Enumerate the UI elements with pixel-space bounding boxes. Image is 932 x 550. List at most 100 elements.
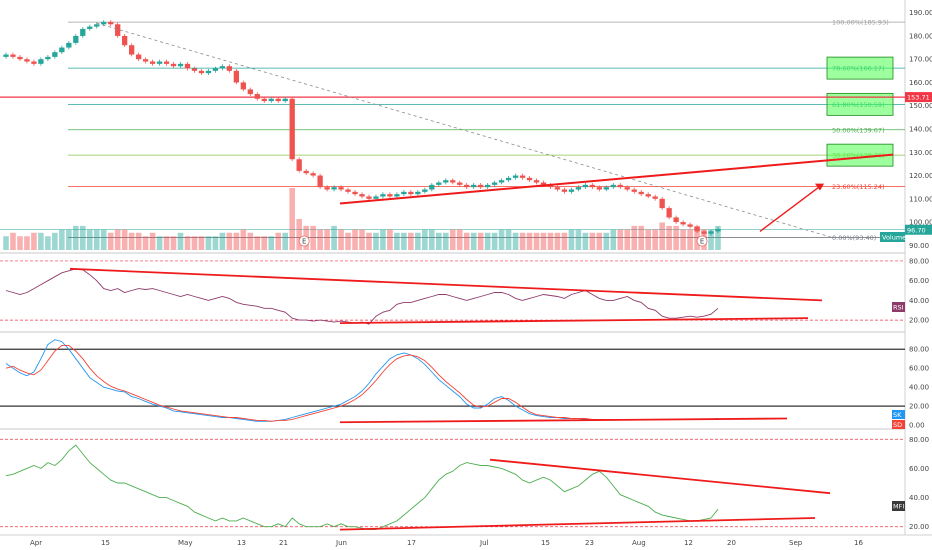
resistance-tag-label: 153.71 (907, 94, 930, 102)
candle-body (631, 189, 637, 192)
candle-body (568, 189, 575, 192)
candle-body (554, 187, 561, 190)
candle-body (387, 194, 393, 197)
volume-bar (3, 236, 9, 250)
date-axis-label: Sep (789, 539, 803, 547)
earnings-marker-label: E (302, 238, 306, 246)
volume-bar (107, 232, 114, 250)
resistance-tag-bg (905, 92, 932, 103)
indicator-axis-tick: 40.00 (909, 494, 929, 502)
volume-bar (93, 229, 100, 250)
indicator-line (5, 444, 719, 531)
volume-bar (498, 229, 505, 250)
candle-body (282, 98, 288, 102)
volume-bar (275, 232, 282, 250)
candle-body (659, 198, 665, 209)
volume-bar (694, 225, 700, 250)
indicator-axis-tick: 20.00 (909, 403, 929, 411)
volume-bar (324, 229, 330, 250)
candle-body (261, 98, 267, 102)
volume-bar (380, 229, 386, 250)
date-axis-label: 17 (407, 539, 416, 547)
candle-body (603, 187, 609, 190)
candle-body (191, 68, 198, 71)
volume-bar (170, 236, 177, 250)
volume-bar (673, 225, 679, 250)
candle-body (652, 196, 658, 199)
volume-bar (442, 232, 449, 250)
date-axis-label: May (178, 539, 192, 547)
candle-body (17, 56, 23, 60)
volume-bar (373, 232, 379, 250)
candle-body (135, 54, 142, 60)
volume-bar (233, 232, 240, 250)
volume-bar (149, 232, 156, 250)
volume-bar (114, 229, 121, 250)
candle-body (296, 159, 302, 171)
earnings-marker-label: E (700, 238, 704, 246)
volume-bar (240, 229, 247, 250)
volume-bar (624, 229, 631, 250)
candle-body (275, 98, 281, 102)
candle-body (254, 94, 260, 99)
volume-bar (31, 232, 37, 250)
volume-bar (219, 232, 226, 250)
candle-body (184, 63, 191, 69)
indicator-axis-tick: 20.00 (909, 523, 929, 531)
mfi-panel (0, 438, 905, 531)
candle-body (422, 189, 428, 192)
candle-body (408, 191, 414, 195)
volume-bar (268, 236, 275, 250)
candle-body (338, 187, 344, 190)
candle-body (59, 47, 65, 53)
volume-bar (429, 229, 435, 250)
candle-body (240, 82, 246, 90)
volume-bar (282, 232, 289, 250)
stoch-trendline (339, 417, 788, 424)
volume-bar (184, 236, 191, 250)
volume-bar (135, 232, 142, 250)
volume-bar (387, 229, 393, 250)
x-axis-dates: Apr 15 May 13 21 Jun 17 Jul 15 23 Aug 12 20 Sep 16 (30, 539, 863, 547)
volume-bar (177, 232, 184, 250)
volume-bar (415, 232, 421, 250)
date-axis-label: 15 (541, 539, 550, 547)
candle-body (122, 35, 128, 46)
volume-bar (547, 232, 554, 250)
price-axis-tick: 180.00 (909, 32, 932, 40)
rsi-upper-trendline (69, 267, 823, 302)
volume-bar (296, 219, 302, 250)
indicator-tag-bg (892, 501, 905, 511)
indicator-axis-tick: 60.00 (909, 277, 929, 285)
candle-body (163, 61, 170, 64)
candle-body (505, 177, 512, 181)
volume-bar (708, 229, 714, 250)
volume-tag-bg (880, 232, 905, 242)
candle-body (610, 184, 616, 188)
volume-bar (338, 229, 344, 250)
candle-body (575, 187, 582, 190)
volume-bar (617, 229, 624, 250)
candle-body (205, 70, 212, 74)
candle-body (645, 194, 651, 197)
indicator-axis-tick: 40.00 (909, 297, 929, 305)
candle-body (177, 63, 184, 67)
candle-body (219, 66, 226, 69)
candle-body (715, 229, 721, 232)
indicator-axis-tick: 0.00 (909, 422, 925, 430)
candle-body (464, 184, 470, 188)
candle-body (380, 194, 386, 197)
volume-bar (205, 236, 212, 250)
volume-bar (680, 229, 686, 250)
volume-bar (17, 236, 23, 250)
volume-bar (470, 232, 477, 250)
indicator-axis-tick: 20.00 (909, 317, 929, 325)
candle-body (498, 180, 505, 183)
fib-highlight-box (826, 92, 894, 116)
volume-bar (345, 232, 351, 250)
candle-body (547, 184, 554, 188)
candle-body (24, 59, 30, 62)
price-axis-tick: 160.00 (909, 79, 932, 87)
date-axis-label: Jun (335, 539, 347, 547)
